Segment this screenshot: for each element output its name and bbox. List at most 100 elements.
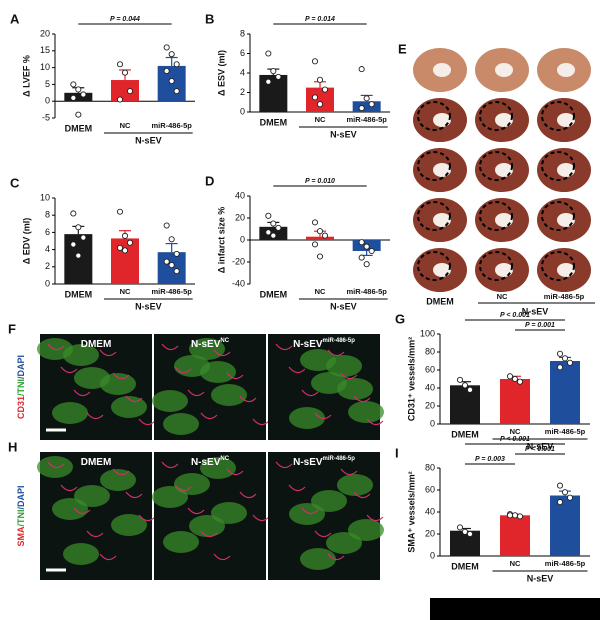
vessel xyxy=(99,553,117,561)
vessel xyxy=(187,389,205,397)
vessel xyxy=(200,530,218,538)
y-tick-label: 0 xyxy=(45,96,50,106)
data-point xyxy=(363,95,370,102)
y-tick-label: 60 xyxy=(425,484,435,494)
panel-letter: G xyxy=(395,311,405,326)
heart-lumen xyxy=(433,213,451,227)
data-point xyxy=(116,61,124,68)
y-tick-label: 80 xyxy=(425,346,435,356)
y-tick-label: 8 xyxy=(45,210,50,220)
y-tick-label: 4 xyxy=(45,244,50,254)
label-main: N-sEV xyxy=(191,339,221,350)
y-tick-label: -5 xyxy=(42,112,50,122)
y-tick-label: 15 xyxy=(40,45,50,55)
data-point xyxy=(461,382,469,389)
data-point xyxy=(363,243,370,250)
y-tick-label: 0 xyxy=(430,550,435,560)
x-tick-label: NC xyxy=(120,121,131,130)
x-tick-label: DMEM xyxy=(260,289,288,299)
data-point xyxy=(173,268,180,275)
data-point xyxy=(270,232,277,239)
vessel xyxy=(138,514,156,522)
tissue-green xyxy=(100,373,136,395)
p-value: P = 0.044 xyxy=(110,16,140,23)
panel-letter: C xyxy=(10,175,20,190)
group-label: N-sEV xyxy=(522,306,549,316)
data-point xyxy=(511,512,519,519)
data-point xyxy=(70,94,77,101)
data-point xyxy=(556,350,564,357)
heart-lumen xyxy=(495,63,513,77)
y-tick-label: 6 xyxy=(45,227,50,237)
data-point xyxy=(80,234,87,241)
bar xyxy=(500,515,530,556)
data-point xyxy=(456,524,464,531)
group-label: N-sEV xyxy=(135,301,162,311)
data-point xyxy=(516,513,524,520)
x-tick-label: miR-486-5p xyxy=(151,287,192,296)
bar xyxy=(306,87,334,112)
data-point xyxy=(275,73,282,80)
vessel xyxy=(353,395,371,403)
stain-part: CD31 xyxy=(16,396,26,419)
y-tick-label: 2 xyxy=(240,87,245,97)
x-tick-label: NC xyxy=(315,287,326,296)
vessel xyxy=(252,418,270,426)
data-point xyxy=(163,258,170,265)
heart-lumen xyxy=(495,113,513,127)
bar xyxy=(352,101,381,112)
x-tick-label: DMEM xyxy=(451,429,479,439)
vessel xyxy=(99,349,117,357)
data-point xyxy=(561,355,569,362)
heart-lumen xyxy=(495,263,513,277)
panel-letter: B xyxy=(205,11,214,26)
y-tick-label: 10 xyxy=(40,192,50,202)
image-label: N-sEVNC xyxy=(191,456,230,468)
vessel xyxy=(366,514,384,522)
data-point xyxy=(116,208,124,215)
infarct-outline xyxy=(479,151,513,181)
heart-lumen xyxy=(557,163,575,177)
tissue-green xyxy=(326,355,362,377)
label-sup: NC xyxy=(220,338,229,344)
infarct-outline xyxy=(541,201,575,231)
data-point xyxy=(173,61,180,68)
data-point xyxy=(116,96,124,103)
image-label: DMEM xyxy=(426,296,454,306)
tissue-green xyxy=(63,543,99,565)
tissue-green xyxy=(200,361,236,383)
bar xyxy=(111,80,139,102)
x-tick-label: NC xyxy=(510,559,521,568)
vessel xyxy=(112,468,130,476)
bar xyxy=(550,361,580,424)
p-value: P = 0.010 xyxy=(305,178,335,185)
tissue-green xyxy=(348,401,384,423)
vessel xyxy=(125,395,143,403)
panel-letter: H xyxy=(8,439,17,454)
x-tick-label: DMEM xyxy=(65,289,93,299)
heart-lumen xyxy=(495,163,513,177)
data-point xyxy=(368,101,375,108)
y-tick-label: 10 xyxy=(40,62,50,72)
label-sup: NC xyxy=(220,456,229,462)
y-axis-label: Δ LVEF % xyxy=(21,55,31,97)
stain-part: /DAPI xyxy=(16,355,26,379)
data-point xyxy=(75,86,82,93)
heart-lumen xyxy=(433,163,451,177)
vessel xyxy=(86,530,104,538)
tissue-green xyxy=(163,413,199,435)
infarct-outline xyxy=(417,201,451,231)
vessel xyxy=(73,507,91,515)
data-point xyxy=(321,232,329,239)
bar xyxy=(64,92,93,102)
infarct-outline xyxy=(417,151,451,181)
y-tick-label: 40 xyxy=(235,190,245,200)
data-point xyxy=(506,373,514,380)
p-value: P < 0.001 xyxy=(500,312,530,319)
data-point xyxy=(461,528,469,535)
data-point xyxy=(506,512,514,519)
vessel xyxy=(226,468,244,476)
data-point xyxy=(516,378,524,385)
y-tick-label: 20 xyxy=(235,212,245,222)
x-tick-label: NC xyxy=(315,115,326,124)
